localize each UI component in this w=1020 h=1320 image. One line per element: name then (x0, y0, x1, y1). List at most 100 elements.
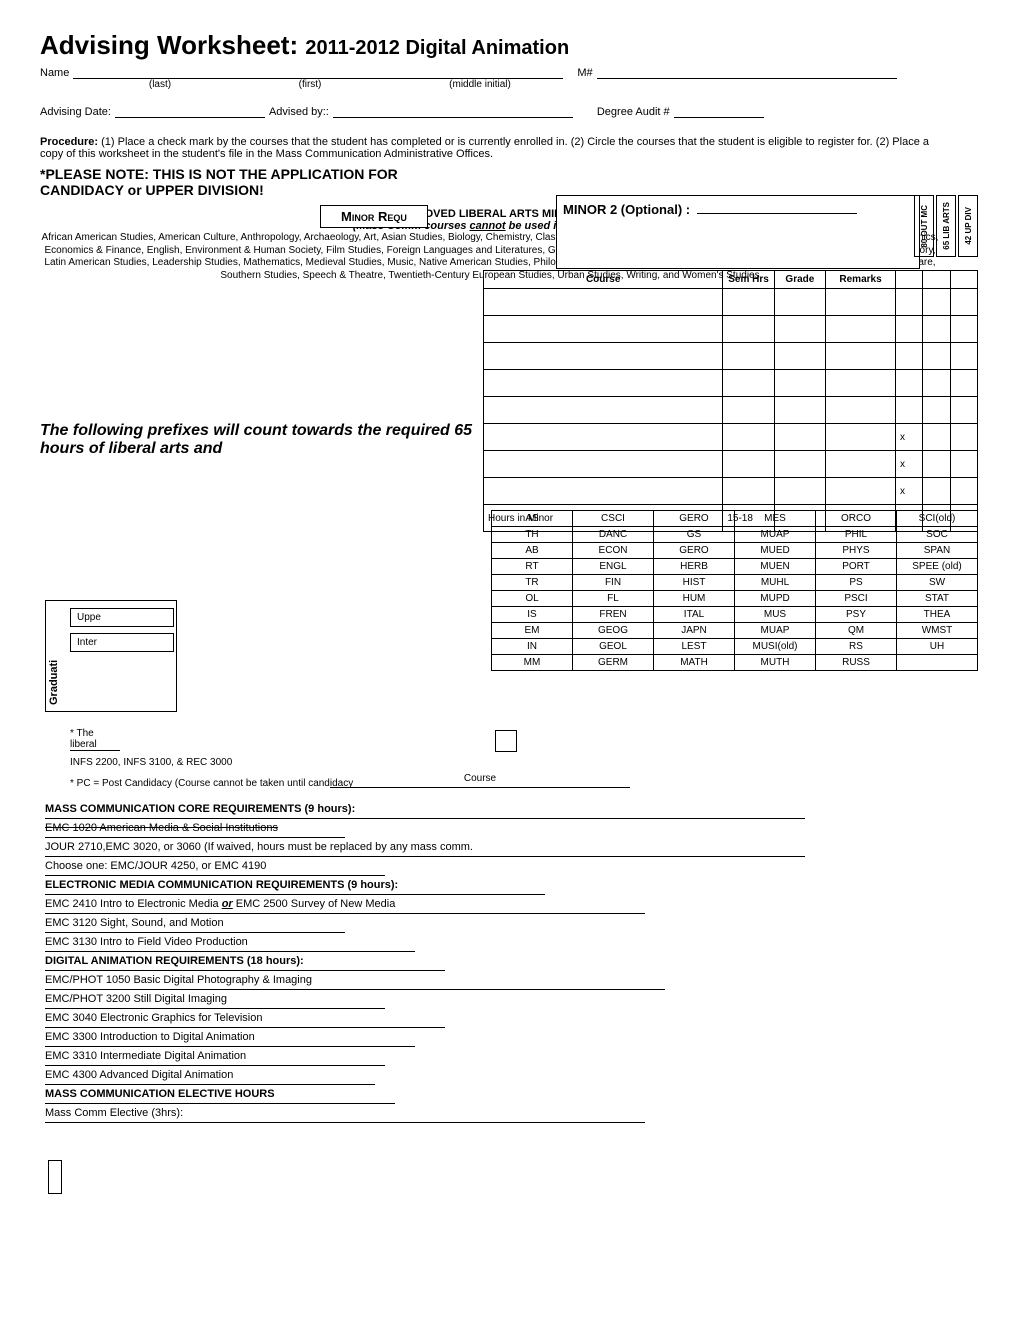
procedure-block: Procedure: (1) Place a check mark by the… (40, 136, 940, 160)
prefix-cell: STAT (897, 591, 978, 607)
prefix-cell: TH (492, 527, 573, 543)
title-main: Advising Worksheet: (40, 30, 298, 60)
minor-requ-box: Minor Requ (320, 205, 428, 228)
mnum-label: M# (577, 67, 592, 79)
line-elective[interactable]: Mass Comm Elective (3hrs): (45, 1104, 645, 1123)
prefix-cell: MUEN (735, 559, 816, 575)
hdr-grade: Grade (774, 271, 825, 289)
prefix-cell: PORT (816, 559, 897, 575)
prefix-cell: SPAN (897, 543, 978, 559)
last-label: (last) (90, 79, 230, 90)
prefix-cell: LEST (654, 639, 735, 655)
minor-row[interactable] (484, 289, 978, 316)
hdr-chk3 (950, 271, 977, 289)
prefix-cell: FIN (573, 575, 654, 591)
prefix-cell: MM (492, 655, 573, 671)
prefix-cell: PS (816, 575, 897, 591)
name-label: Name (40, 67, 69, 79)
minor-course-table: Course Sem Hrs Grade Remarks x x x Hours… (483, 270, 978, 532)
vert-stack: 80 OUT MC 65 LIB ARTS 42 UP DIV (914, 195, 978, 257)
mnum-field[interactable] (597, 78, 897, 79)
prefix-cell: ECON (573, 543, 654, 559)
line-emc4300[interactable]: EMC 4300 Advanced Digital Animation (45, 1066, 375, 1085)
prefix-cell: SOC (897, 527, 978, 543)
prefix-cell: GERO (654, 511, 735, 527)
minor2-box: MINOR 2 (Optional) : (556, 195, 920, 269)
minor-row[interactable]: x (484, 424, 978, 451)
prefix-cell (897, 655, 978, 671)
vert-65-lib-arts: 65 LIB ARTS (936, 195, 956, 257)
prefix-cell: MUHL (735, 575, 816, 591)
prefix-cell: QM (816, 623, 897, 639)
prefix-cell: OL (492, 591, 573, 607)
sec-elective: MASS COMMUNICATION ELECTIVE HOURS (45, 1085, 395, 1104)
footnote-b: INFS 2200, INFS 3100, & REC 3000 (70, 757, 630, 768)
line-emc3300[interactable]: EMC 3300 Introduction to Digital Animati… (45, 1028, 415, 1047)
line-emc3130[interactable]: EMC 3130 Intro to Field Video Production (45, 933, 415, 952)
minor-row[interactable] (484, 397, 978, 424)
minor-row[interactable] (484, 316, 978, 343)
prefix-cell: GERO (654, 543, 735, 559)
line-phot3200[interactable]: EMC/PHOT 3200 Still Digital Imaging (45, 990, 385, 1009)
minor-requ-label: Minor Requ (341, 209, 407, 224)
please-note: *PLEASE NOTE: THIS IS NOT THE APPLICATIO… (40, 166, 460, 198)
grad-inter[interactable]: Inter (70, 633, 174, 652)
line-jour2710[interactable]: JOUR 2710,EMC 3020, or 3060 (If waived, … (45, 838, 805, 857)
prefix-cell: HIST (654, 575, 735, 591)
floating-box (495, 730, 517, 752)
line-phot1050[interactable]: EMC/PHOT 1050 Basic Digital Photography … (45, 971, 665, 990)
line-emc1020[interactable]: EMC 1020 American Media & Social Institu… (45, 819, 345, 838)
line-emc2410[interactable]: EMC 2410 Intro to Electronic Media or EM… (45, 895, 645, 914)
prefix-cell: ORCO (816, 511, 897, 527)
prefix-cell: AS (492, 511, 573, 527)
prefix-cell: MUED (735, 543, 816, 559)
prefix-cell: RUSS (816, 655, 897, 671)
prefix-cell: ITAL (654, 607, 735, 623)
prefix-cell: AB (492, 543, 573, 559)
prefix-cell: THEA (897, 607, 978, 623)
minor-row[interactable]: x (484, 451, 978, 478)
prefix-cell: MUTH (735, 655, 816, 671)
prefix-cell: GS (654, 527, 735, 543)
sec-mc-core: MASS COMMUNICATION CORE REQUIREMENTS (9 … (45, 800, 805, 819)
hdr-chk1 (896, 271, 923, 289)
minor-row[interactable]: x (484, 478, 978, 505)
prefix-cell: IS (492, 607, 573, 623)
prefix-cell: IN (492, 639, 573, 655)
prefix-cell: MUSI(old) (735, 639, 816, 655)
prefix-cell: GERM (573, 655, 654, 671)
adv-date-field[interactable] (115, 117, 265, 118)
adv-by-field[interactable] (333, 117, 573, 118)
prefix-table: ASCSCIGEROMESORCOSCI(old)THDANCGSMUAPPHI… (491, 510, 978, 671)
advising-row: Advising Date: Advised by:: Degree Audit… (40, 106, 980, 118)
prefix-cell: PSY (816, 607, 897, 623)
prefix-cell: HERB (654, 559, 735, 575)
prefix-cell: MUPD (735, 591, 816, 607)
prefix-cell: ENGL (573, 559, 654, 575)
grad-vert-label: Graduati (48, 605, 60, 705)
grad-upper[interactable]: Uppe (70, 608, 174, 627)
prefix-cell: MES (735, 511, 816, 527)
prefix-cell: HUM (654, 591, 735, 607)
vert-80-out-mc: 80 OUT MC (914, 195, 934, 257)
degree-audit-field[interactable] (674, 117, 764, 118)
vert-42-up-div: 42 UP DIV (958, 195, 978, 257)
mi-label: (middle initial) (390, 79, 570, 90)
minor-row[interactable] (484, 343, 978, 370)
minor-row[interactable] (484, 370, 978, 397)
footnote-a: * The (70, 728, 630, 739)
prefix-cell: DANC (573, 527, 654, 543)
line-emc3120[interactable]: EMC 3120 Sight, Sound, and Motion (45, 914, 345, 933)
minor2-field[interactable] (697, 213, 857, 214)
prefix-cell: RT (492, 559, 573, 575)
line-choose[interactable]: Choose one: EMC/JOUR 4250, or EMC 4190 (45, 857, 385, 876)
first-label: (first) (230, 79, 390, 90)
page-title: Advising Worksheet: 2011-2012 Digital An… (40, 30, 980, 61)
line-emc3310[interactable]: EMC 3310 Intermediate Digital Animation (45, 1047, 385, 1066)
name-row: Name M# (40, 67, 980, 79)
hdr-sem: Sem Hrs (723, 271, 774, 289)
adv-by-label: Advised by:: (269, 106, 329, 118)
prefix-cell: FREN (573, 607, 654, 623)
title-sub: 2011-2012 Digital Animation (305, 37, 569, 59)
line-emc3040[interactable]: EMC 3040 Electronic Graphics for Televis… (45, 1009, 445, 1028)
